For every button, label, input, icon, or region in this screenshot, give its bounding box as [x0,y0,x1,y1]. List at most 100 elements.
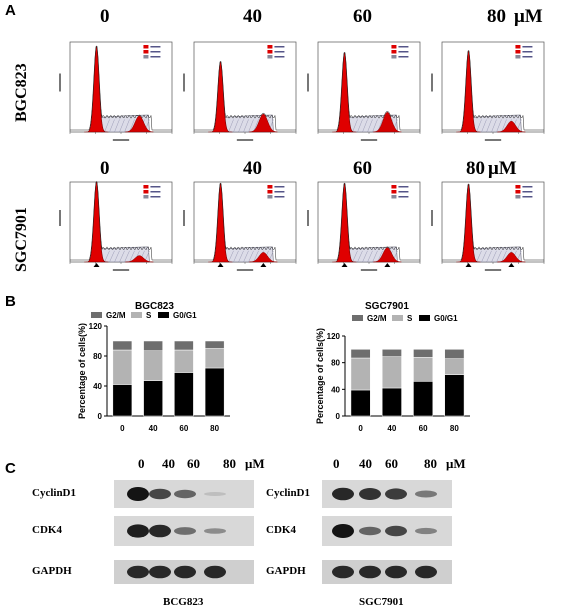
g0g1-peak [84,181,109,263]
blot-dose-label-bcg823-40: 40 [162,456,175,471]
histogram-legend-text [150,196,161,198]
dose-label-row2-80: 80 [466,158,485,179]
unit-label: μM [514,6,543,27]
bar-segment-s [174,349,194,373]
x-axis-title-mark [360,139,378,141]
blot-band [204,528,226,534]
histogram-legend-swatch [267,45,273,49]
hatch-line [367,250,373,263]
legend-swatch-g0-g1 [419,315,430,321]
hatch-line [253,250,259,263]
bar-segment-g2-m [381,349,402,357]
legend-label: S [146,311,152,320]
protein-label-cyclind1: CyclinD1 [32,487,76,499]
histogram-trace [194,182,296,261]
g2m-peak [125,115,154,133]
dose-label-60: 60 [353,6,372,27]
histogram-legend-text [522,186,533,188]
y-tick-label: 0 [336,412,341,421]
histogram-legend-swatch [267,195,273,199]
hatch-line [238,250,244,263]
hatch-line [129,250,135,263]
hatch-line [248,119,254,133]
blot-dose-label-sgc7901-80: 80 [424,456,437,471]
peak-marker-icon [384,263,391,267]
histogram-bgc823-60 [307,41,421,141]
hatch-line [124,250,130,263]
x-axis-title-mark [112,139,130,141]
histogram-legend-swatch [143,195,149,199]
hatch-line [501,250,507,263]
histogram-trace [318,52,420,131]
dose-label-row2-60: 60 [353,158,372,179]
protein-label-cdk4: CDK4 [32,524,62,536]
blot-strip-sgc7901-gapdh [322,560,452,584]
y-axis-title-mark [183,73,185,92]
hatch-line [367,119,373,133]
hatch-line [114,119,120,133]
blot-dose-label-sgc7901-40: 40 [359,456,372,471]
histogram-trace [442,50,544,131]
row-label-sgc7901: SGC7901 [13,207,30,272]
histogram-legend-text [274,46,285,48]
histogram-legend-text [398,196,409,198]
hatch-line [372,250,378,263]
bar-segment-s [204,348,225,369]
histogram-legend-text [522,46,533,48]
bar-segment-s [112,349,133,385]
histogram-trace [318,182,420,261]
histogram-legend-swatch [391,190,397,194]
hatch-line [481,250,487,263]
y-axis-title-mark [431,210,433,226]
panel-a-histograms: 0 40 60 80 μM 0 40 60 80 μM BGC823 SGC7901 [0,0,563,285]
histogram-legend-text [398,191,409,193]
g2m-peak [249,113,278,133]
panel-c-western-blots: 0 0 40 40 60 60 80 80 μM μM CyclinD1 CDK4 GAPDH BCG82… [0,450,563,612]
g0g1-peak [332,51,357,133]
bar-segment-g0-g1 [413,381,434,417]
hatch-line [109,119,115,133]
bar-segment-g0-g1 [112,384,133,417]
protein-label-cdk4: CDK4 [266,524,296,536]
hatch-line [248,250,254,263]
g2m-peak [497,252,526,263]
blot-band [127,524,149,538]
hatch-line [243,250,249,263]
hatch-line [228,250,234,263]
histogram-legend-swatch [143,185,149,189]
x-tick-label: 80 [210,424,219,433]
legend-label: G2/M [367,314,387,323]
histogram-legend-swatch [143,45,149,49]
blot-dose-label-bcg823-0: 0 [138,456,145,471]
histogram-legend-swatch [515,45,521,49]
g2m-peak [249,252,278,263]
g2m-peak [125,255,154,263]
blot-strip-sgc7901-cdk4 [322,516,452,546]
bar-segment-g0-g1 [204,367,225,417]
histogram-legend-swatch [515,50,521,54]
y-tick-label: 120 [89,322,103,331]
dose-label-row2-0: 0 [100,158,110,179]
dose-label-80: 80 [487,6,506,27]
histogram-trace [70,45,172,131]
hatch-line [476,119,482,133]
g0g1-peak [332,182,357,263]
g2m-peak [373,247,402,263]
y-axis-title-mark [183,210,185,226]
hatch-line [496,250,502,263]
y-axis-title-mark [307,73,309,92]
g0g1-peak [456,183,481,263]
blot-band [385,488,407,500]
x-axis-title-mark [484,139,502,141]
hatch-line [362,119,368,133]
bar-segment-s [381,356,402,389]
bar-segment-g0-g1 [143,380,163,417]
bar-segment-g2-m [444,349,465,359]
histogram-legend-swatch [143,190,149,194]
histogram-sgc7901-0 [59,181,173,271]
histogram-legend-swatch [267,55,273,59]
panel-letter-b: B [5,293,16,310]
hatch-line [496,119,502,133]
histogram-legend-swatch [391,45,397,49]
